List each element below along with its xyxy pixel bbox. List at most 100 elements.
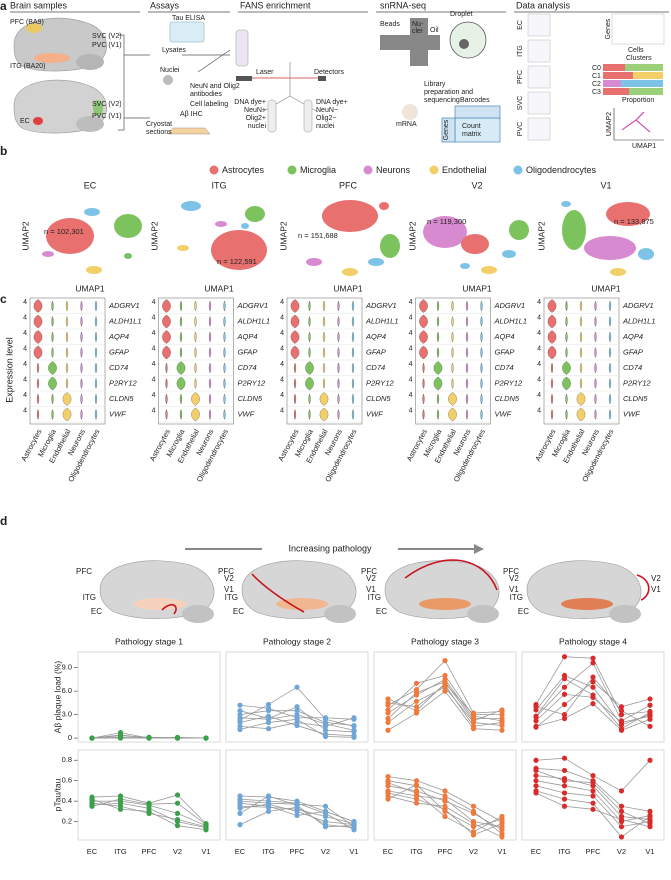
legend-swatch <box>363 165 373 175</box>
data-point <box>561 783 568 789</box>
panel-a-label: Cell labeling <box>190 101 228 108</box>
x-tick-label: V1 <box>497 847 506 856</box>
violin <box>80 378 83 389</box>
section-header: Brain samples <box>10 0 68 10</box>
violin <box>436 409 440 420</box>
data-point <box>322 810 329 817</box>
data-point <box>265 793 272 799</box>
cluster <box>561 201 571 207</box>
legend-label: Astrocytes <box>222 165 265 175</box>
x-tick-label: ITG <box>114 847 127 856</box>
violin <box>322 347 326 358</box>
data-point <box>413 790 420 796</box>
violin <box>594 331 597 343</box>
data-point <box>322 822 329 828</box>
data-point <box>413 782 420 788</box>
data-point <box>265 719 272 726</box>
cluster <box>481 266 497 274</box>
violin <box>480 347 483 358</box>
axis-label: UMAP2 <box>536 221 546 251</box>
data-point <box>117 803 124 809</box>
data-point <box>618 704 625 710</box>
axis-label: UMAP2 <box>20 221 30 251</box>
violin <box>451 331 454 343</box>
panel-a-label: C2 <box>592 81 601 88</box>
x-tick-label: V2 <box>469 847 478 856</box>
data-point <box>294 712 300 718</box>
data-point <box>237 726 243 733</box>
data-point <box>442 658 448 664</box>
cell-count: n = 102,301 <box>44 227 84 236</box>
panel-a-label: C3 <box>592 89 601 96</box>
panel-a-label: UMAP2 <box>606 112 613 136</box>
data-point <box>117 796 124 802</box>
violin <box>436 316 440 327</box>
cell-count: n = 119,300 <box>427 217 466 226</box>
violin <box>451 300 454 312</box>
violin <box>65 331 69 343</box>
axis-label: Expression level <box>4 337 14 403</box>
violin <box>608 362 612 374</box>
data-point <box>385 707 391 713</box>
x-tick-label: PFC <box>438 847 454 856</box>
violin <box>547 299 557 313</box>
violin <box>351 378 355 389</box>
spread-arrow <box>404 559 498 591</box>
violin <box>547 330 557 344</box>
cluster <box>84 208 100 216</box>
y-tick-label: 4 <box>23 299 27 306</box>
violin <box>51 393 54 405</box>
brain-region-label: V2 <box>651 574 661 583</box>
data-point <box>351 827 357 833</box>
y-tick-label: 4 <box>23 376 27 383</box>
axis-label: UMAP1 <box>462 283 492 293</box>
data-point <box>533 783 539 789</box>
brain-region-label: V2 <box>366 574 376 583</box>
panel-a-label: Olig2− <box>316 115 336 122</box>
cluster <box>245 206 265 222</box>
violin <box>208 316 212 327</box>
cell-count: n = 151,688 <box>298 231 338 240</box>
panel-a-label: EC <box>20 118 30 125</box>
violin <box>451 316 454 327</box>
panel-a-label: NeuN− <box>316 107 338 114</box>
umap-title: ITG <box>212 180 227 190</box>
data-point <box>561 684 568 690</box>
violin <box>547 345 557 360</box>
panel-a-label: Aβ IHC <box>180 111 203 118</box>
gene-label: CLDN5 <box>366 394 391 403</box>
region-shade <box>561 598 613 610</box>
violin <box>337 409 340 420</box>
violin <box>433 376 443 391</box>
gene-label: ADGRV1 <box>622 301 654 310</box>
y-tick-label: 4 <box>537 361 541 368</box>
violin <box>351 331 355 343</box>
brain-region-label: EC <box>518 607 529 616</box>
violin <box>33 314 43 329</box>
violin <box>465 316 469 327</box>
violin <box>194 300 197 312</box>
violin <box>36 409 40 420</box>
violin <box>305 361 314 375</box>
panel-a-label: Barcodes <box>460 97 490 104</box>
cluster <box>460 263 470 269</box>
violin <box>308 331 311 343</box>
violin <box>579 362 583 374</box>
region-shade <box>419 598 471 610</box>
x-tick-label: EC <box>383 847 394 856</box>
violin <box>305 376 314 391</box>
data-point <box>385 715 391 722</box>
gene-label: AQP4 <box>622 332 643 341</box>
gene-label: CLDN5 <box>238 394 263 403</box>
violin <box>565 347 568 358</box>
donor-line <box>535 662 651 722</box>
panel-a-label: Oil <box>430 27 439 34</box>
violin <box>594 378 597 389</box>
violin <box>208 409 212 420</box>
spread-arrow <box>636 574 650 601</box>
data-point <box>647 757 653 763</box>
violin <box>550 409 554 420</box>
data-point <box>590 772 596 779</box>
violin <box>208 362 212 374</box>
violin <box>337 362 340 374</box>
